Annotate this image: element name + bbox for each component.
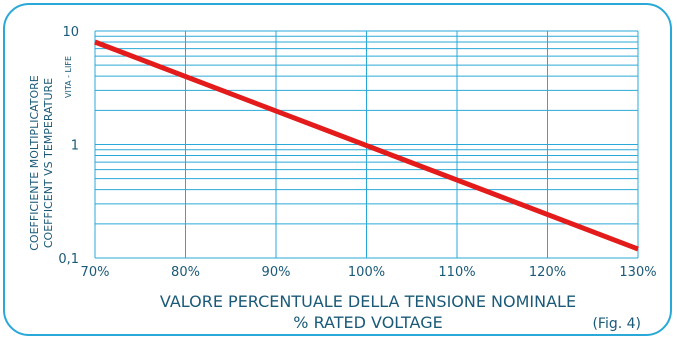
x-tick-label: 130% [619,265,656,280]
y-axis-label-line-1: COEFFICIENTE MOLTIPLICATORE [28,75,41,251]
figure-label: (Fig. 4) [592,316,641,332]
x-tick-label: 70% [81,265,110,280]
series-layer [94,39,639,252]
chart-frame [3,3,672,336]
y-tick-label: 1 [71,139,79,154]
grid [94,30,639,259]
x-tick-label: 100% [348,265,385,280]
x-tick-label: 110% [438,265,475,280]
y-tick-label: 10 [62,25,79,40]
y-axis-label-line-2: COEFFICENT VS TEMPERATURE [42,78,55,248]
series-label: VITA - LIFE [64,56,73,98]
x-tick-label: 80% [171,265,200,280]
y-tick-label: 0,1 [58,252,79,267]
y-tick-labels: 0,1 1 10 [58,25,79,267]
series-line [94,39,639,252]
x-tick-label: 90% [262,265,291,280]
x-tick-label: 120% [529,265,566,280]
x-axis-label-line-1: VALORE PERCENTUALE DELLA TENSIONE NOMINA… [160,292,576,311]
x-axis-label-line-2: % RATED VOLTAGE [293,313,442,332]
x-tick-labels: 70% 80% 90% 100% 110% 120% 130% [81,265,657,280]
